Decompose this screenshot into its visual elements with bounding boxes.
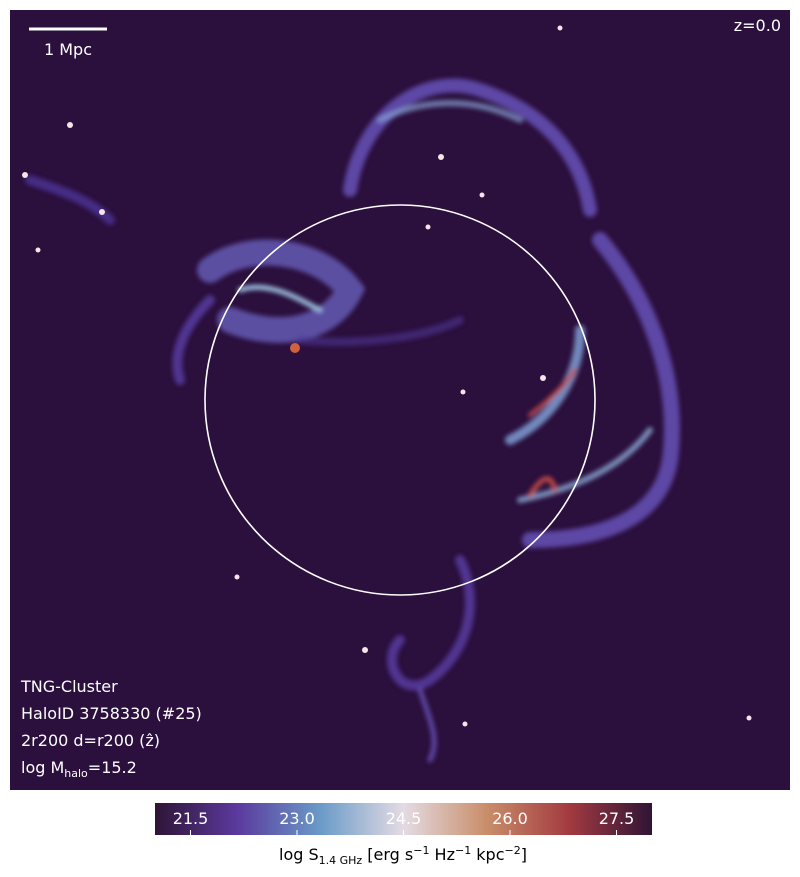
colorbar-label-part: −1 bbox=[413, 844, 429, 857]
info-label: log Mhalo=15.2 bbox=[21, 758, 137, 780]
colorbar-label-part: 1.4 GHz bbox=[319, 854, 363, 867]
scale-bar-label: 1 Mpc bbox=[44, 40, 92, 59]
info-label-part: 2r200 d=r200 (ẑ) bbox=[21, 731, 160, 750]
colorbar-label: log S1.4 GHz [erg s−1 Hz−1 kpc−2] bbox=[279, 844, 527, 867]
info-label: HaloID 3758330 (#25) bbox=[21, 704, 202, 723]
colorbar-label-part: ] bbox=[521, 845, 527, 864]
info-label-part: log M bbox=[21, 758, 64, 777]
filaments bbox=[25, 78, 680, 763]
colorbar-label-part: [erg s bbox=[362, 845, 413, 864]
colorbar-label-part: kpc bbox=[471, 845, 504, 864]
info-label-part: =15.2 bbox=[88, 758, 137, 777]
point-sources bbox=[22, 25, 752, 727]
colorbar-label-part: −2 bbox=[505, 844, 521, 857]
colorbar-label-part: Hz bbox=[429, 845, 455, 864]
redshift-label: z=0.0 bbox=[734, 16, 781, 35]
tick-label: 21.5 bbox=[173, 809, 209, 828]
info-label-part: TNG-Cluster bbox=[20, 677, 118, 696]
r200-circle bbox=[204, 204, 596, 596]
info-label-part: HaloID 3758330 (#25) bbox=[21, 704, 202, 723]
colorbar-label-part: log S bbox=[279, 845, 319, 864]
tick-label: 23.0 bbox=[279, 809, 315, 828]
info-label: TNG-Cluster bbox=[20, 677, 118, 696]
colorbar bbox=[155, 803, 652, 835]
colorbar-label-part: −1 bbox=[455, 844, 471, 857]
tick-label: 27.5 bbox=[599, 809, 635, 828]
tick-label: 26.0 bbox=[492, 809, 528, 828]
info-label-part: halo bbox=[64, 767, 88, 780]
info-label: 2r200 d=r200 (ẑ) bbox=[21, 731, 160, 750]
map-background bbox=[10, 10, 790, 790]
tick-label: 24.5 bbox=[386, 809, 422, 828]
